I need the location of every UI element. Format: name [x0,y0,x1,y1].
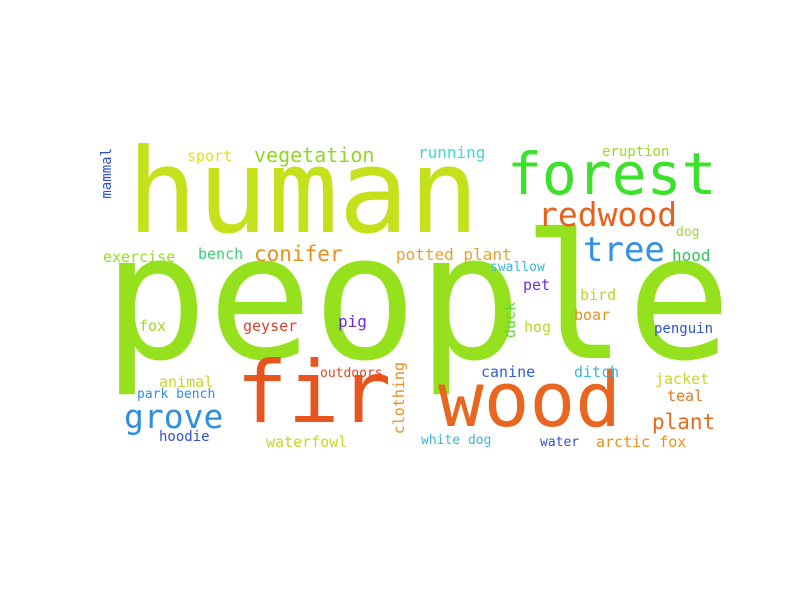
word-grove: grove [124,397,224,436]
word-vegetation: vegetation [254,143,375,167]
word-eruption: eruption [602,144,670,160]
word-waterfowl: waterfowl [266,433,348,451]
word-people: people [103,197,732,400]
word-pig: pig [338,312,367,331]
word-duck: duck [501,302,519,339]
word-hoodie: hoodie [159,429,210,445]
word-swallow: swallow [490,260,545,275]
word-hog: hog [524,318,552,336]
word-hood: hood [672,246,711,265]
word-pet: pet [523,276,551,294]
word-bench: bench [198,245,244,263]
word-jacket: jacket [655,370,710,388]
word-fox: fox [139,317,167,335]
word-white-dog: white dog [421,433,492,448]
word-potted-plant: potted plant [396,245,512,264]
word-clothing: clothing [390,362,408,435]
word-outdoors: outdoors [320,366,383,381]
word-penguin: penguin [654,321,714,337]
word-plant: plant [652,410,716,434]
word-boar: boar [574,306,611,324]
word-conifer: conifer [254,242,343,266]
word-exercise: exercise [103,248,176,266]
word-sport: sport [187,147,233,165]
word-wood: wood [438,355,622,444]
word-mammal: mammal [99,148,115,199]
word-tree: tree [583,230,665,270]
word-running: running [418,143,486,162]
word-fir: fir [236,343,392,443]
word-water: water [540,435,580,450]
word-park-bench: park bench [137,387,216,402]
word-animal: animal [159,373,214,391]
word-geyser: geyser [243,317,298,335]
word-bird: bird [580,286,617,304]
word-canine: canine [481,363,536,381]
word-teal: teal [667,387,704,405]
word-redwood: redwood [538,195,678,234]
word-ditch: ditch [574,363,620,381]
word-dog: dog [676,225,700,240]
word-arctic-fox: arctic fox [596,433,687,451]
word-forest: forest [507,140,717,208]
word-human: human [127,123,480,260]
